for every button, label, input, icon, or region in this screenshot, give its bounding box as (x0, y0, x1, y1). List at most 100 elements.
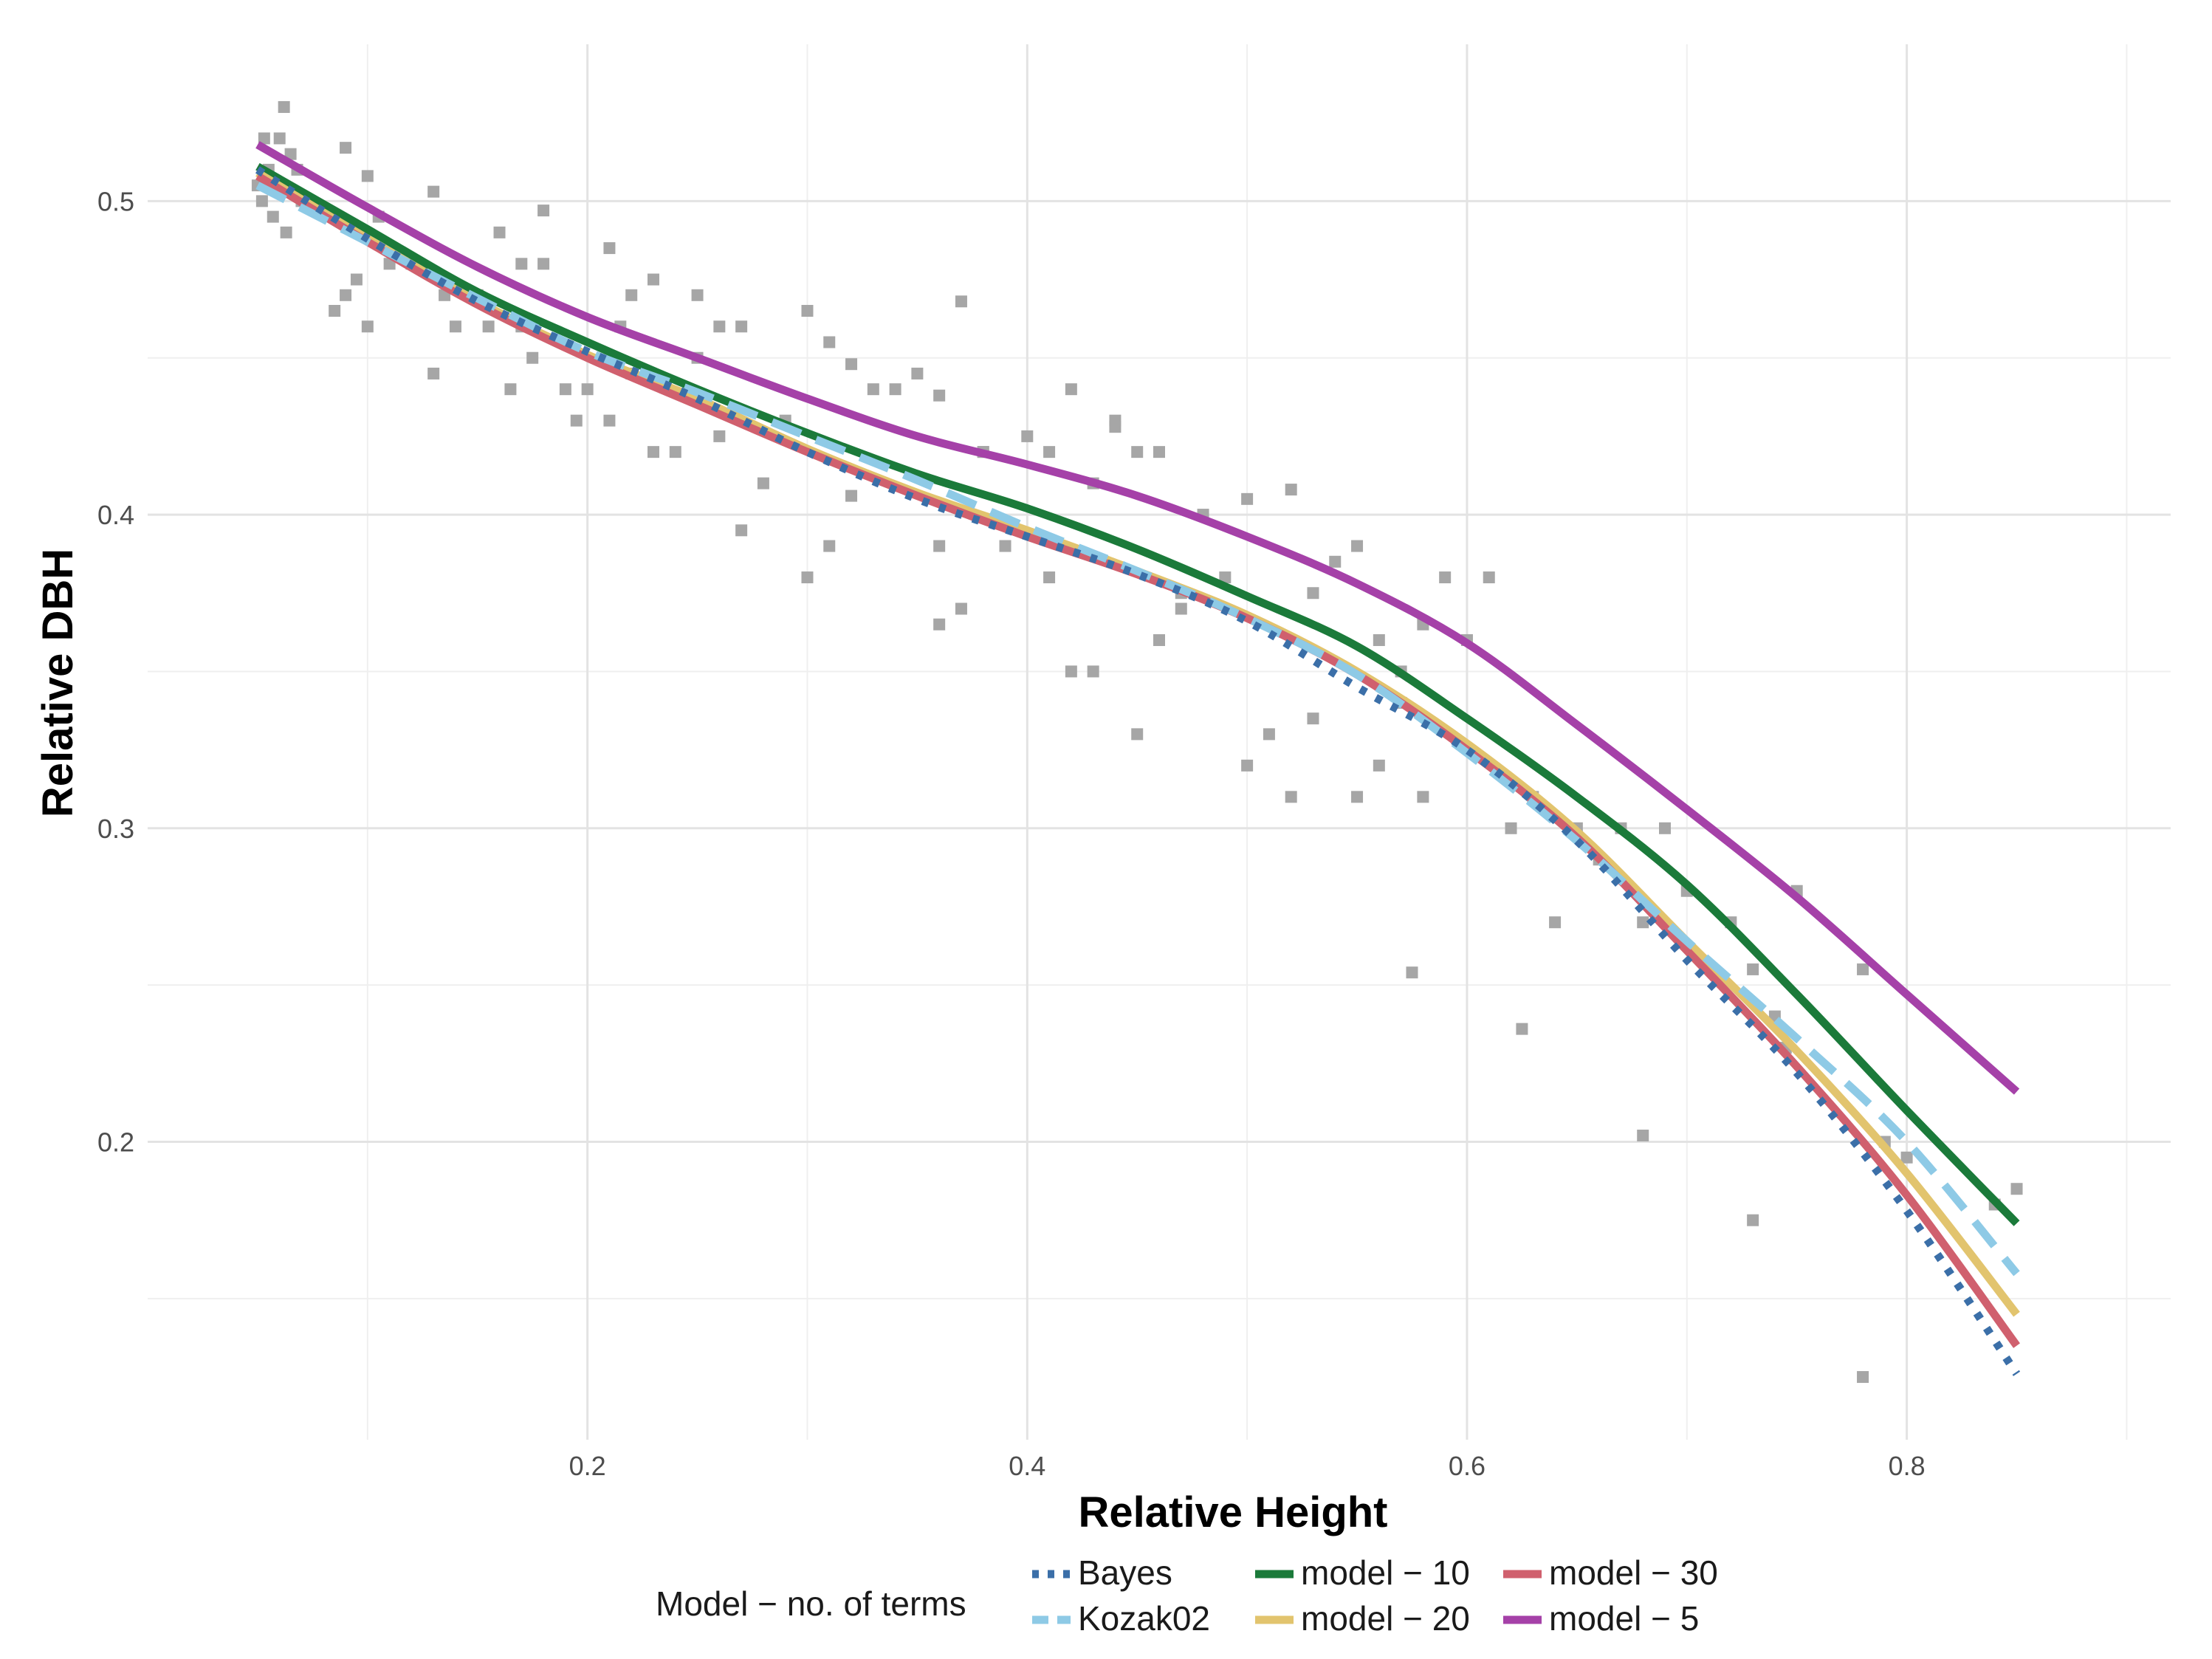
scatter-point (559, 383, 571, 396)
scatter-point (1505, 822, 1517, 834)
scatter-point (1263, 728, 1275, 741)
x-tick-label: 0.4 (1009, 1451, 1045, 1481)
scatter-point (482, 320, 495, 333)
scatter-point (933, 540, 946, 552)
scatter-point (713, 320, 726, 333)
scatter-point (2010, 1183, 2023, 1195)
scatter-point (1857, 1371, 1869, 1384)
scatter-point (1857, 963, 1869, 975)
scatter-point (1065, 383, 1077, 396)
scatter-point (273, 132, 286, 145)
scatter-point (1043, 446, 1056, 458)
scatter-point (845, 490, 858, 502)
y-tick-label: 0.2 (97, 1127, 134, 1158)
scatter-point (1516, 1023, 1528, 1035)
x-tick-label: 0.6 (1449, 1451, 1485, 1481)
scatter-point (1131, 728, 1144, 741)
scatter-point (280, 226, 292, 238)
x-tick-label: 0.8 (1889, 1451, 1926, 1481)
scatter-point (1241, 492, 1254, 505)
legend-label: model − 20 (1301, 1599, 1470, 1638)
scatter-point (735, 524, 748, 537)
series-line-bayes (255, 166, 2021, 1376)
scatter-point (1175, 602, 1187, 615)
scatter-point (1043, 571, 1056, 584)
legend-label: model − 30 (1549, 1553, 1718, 1592)
scatter-point (669, 446, 681, 458)
scatter-point (911, 367, 924, 379)
scatter-point (845, 358, 858, 371)
series-line-model-10 (255, 162, 2020, 1226)
scatter-point (1131, 446, 1144, 458)
scatter-point (757, 477, 769, 490)
scatter-point (1109, 414, 1122, 427)
scatter-point (735, 320, 748, 333)
scatter-point (1373, 633, 1385, 646)
scatter-point (1417, 791, 1429, 803)
scatter-point (449, 320, 461, 333)
y-tick-label: 0.5 (97, 186, 134, 216)
scatter-point (1153, 633, 1165, 646)
scatter-point (537, 205, 550, 217)
scatter-point (691, 289, 704, 301)
scatter-point (933, 389, 946, 402)
y-tick-label: 0.3 (97, 814, 134, 844)
scatter-point (1747, 963, 1759, 975)
scatter-point (255, 195, 268, 207)
scatter-point (267, 210, 279, 223)
x-tick-label: 0.2 (569, 1451, 606, 1481)
scatter-point (350, 273, 363, 286)
scatter-point (1285, 484, 1297, 496)
scatter-point (1241, 759, 1254, 772)
scatter-point (1087, 665, 1099, 678)
scatter-point (889, 383, 901, 396)
x-tick-labels: 0.2 0.4 0.6 0.8 (569, 1451, 1926, 1481)
scatter-point (504, 383, 517, 396)
scatter-point (427, 367, 440, 379)
scatter-point (329, 305, 341, 317)
legend-title: Model − no. of terms (656, 1584, 966, 1623)
x-axis-title: Relative Height (1079, 1488, 1388, 1536)
scatter-point (1153, 446, 1165, 458)
scatter-point (361, 170, 374, 182)
scatter-point (1329, 555, 1342, 568)
scatter-point (581, 383, 594, 396)
legend: Model − no. of terms Bayes Kozak02 model −… (656, 1553, 1718, 1638)
scatter-point (801, 571, 814, 584)
scatter-point (603, 242, 616, 255)
scatter-point (284, 148, 297, 160)
y-tick-labels: 0.2 0.3 0.4 0.5 (97, 186, 134, 1157)
scatter-point (1307, 587, 1319, 600)
scatter-point (1373, 759, 1385, 772)
legend-label: model − 10 (1301, 1553, 1470, 1592)
scatter-point (823, 336, 836, 348)
scatter-point (801, 305, 814, 317)
scatter-point (515, 258, 528, 270)
scatter-point (1549, 916, 1562, 929)
y-axis-title: Relative DBH (34, 549, 82, 817)
y-tick-label: 0.4 (97, 500, 134, 530)
scatter-point (1021, 430, 1034, 442)
scatter-point (933, 618, 946, 631)
scatter-point (955, 295, 967, 308)
scatter-point (278, 100, 290, 113)
scatter-point (603, 414, 616, 427)
series-line-model-5 (255, 141, 2020, 1095)
scatter-point (340, 289, 352, 301)
scatter-point (867, 383, 879, 396)
scatter-point (625, 289, 638, 301)
scatter-point (427, 185, 440, 198)
scatter-point (1637, 1130, 1649, 1142)
scatter-point (1900, 1151, 1913, 1164)
scatter-point (258, 132, 270, 145)
scatter-point (999, 540, 1011, 552)
scatter-point (1219, 571, 1232, 584)
scatter-point (1439, 571, 1452, 584)
scatter-point (823, 540, 836, 552)
scatter-point (955, 602, 967, 615)
legend-label: Kozak02 (1078, 1599, 1210, 1638)
series-layer (255, 141, 2021, 1376)
scatter-point (713, 430, 726, 442)
scatter-point (1065, 665, 1077, 678)
scatter-point (1285, 791, 1297, 803)
